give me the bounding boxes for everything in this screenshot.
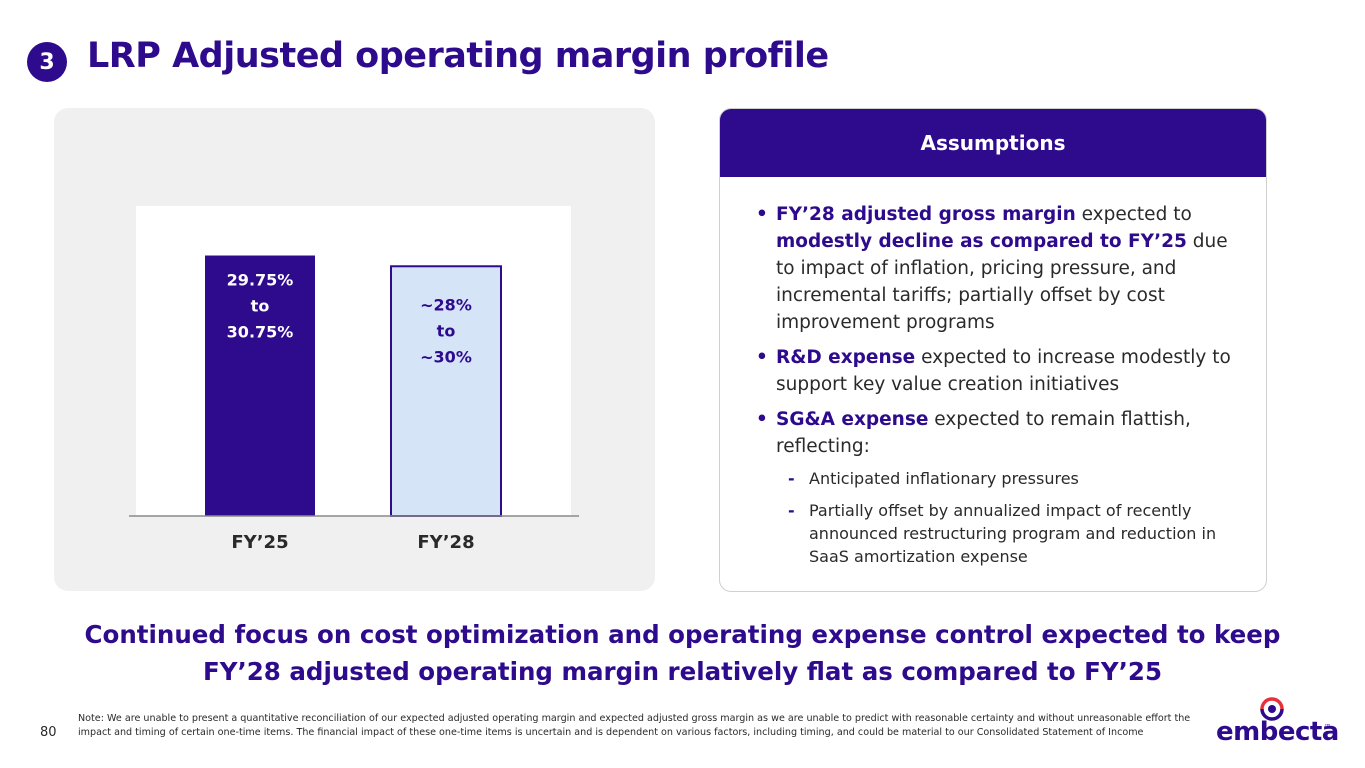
bar-1 [390, 265, 502, 517]
logo-dot [1268, 705, 1276, 713]
assumption-highlight: FY’28 adjusted gross margin [776, 204, 1076, 225]
category-label: FY’25 [231, 532, 288, 553]
conclusion-line-2: FY’28 adjusted operating margin relative… [202, 657, 1163, 686]
logo-ring-bottom [1260, 708, 1284, 721]
assumption-bullet: R&D expense expected to increase modestl… [756, 344, 1236, 398]
page-title: LRP Adjusted operating margin profile [87, 36, 829, 76]
chart-panel: 29.75% to 30.75% FY’25 ~28% to ~30% FY’28 [54, 108, 655, 591]
logo-trademark: ™ [1324, 723, 1331, 731]
logo-wordmark: embecta [1216, 717, 1339, 747]
logo-ring-icon [1260, 697, 1284, 721]
data-label: to [437, 321, 456, 340]
assumptions-card: Assumptions FY’28 adjusted gross margin … [719, 108, 1267, 592]
assumption-text: due to impact of inflation, pricing pres… [776, 231, 1228, 333]
data-label: to [251, 297, 270, 316]
conclusion-line-1: Continued focus on cost optimization and… [84, 620, 1281, 649]
assumption-text: expected to increase modestly to support… [776, 347, 1231, 395]
assumption-highlight: R&D expense [776, 347, 916, 368]
embecta-logo: embecta ™ [1216, 696, 1339, 747]
bar-0 [205, 255, 315, 516]
assumptions-header: Assumptions [720, 109, 1266, 177]
assumption-sub-item: Anticipated inflationary pressures [788, 467, 1236, 490]
assumption-bullet: SG&A expense expected to remain flattish… [756, 406, 1236, 568]
assumption-highlight: SG&A expense [776, 409, 929, 430]
category-label: FY’28 [417, 532, 474, 553]
assumption-sub-item: Partially offset by annualized impact of… [788, 499, 1236, 568]
footnote: Note: We are unable to present a quantit… [78, 713, 1191, 738]
data-label: ~28% [420, 295, 472, 314]
assumption-highlight: modestly decline as compared to FY’25 [776, 231, 1187, 252]
plot-area [136, 206, 571, 516]
assumption-text: expected to [1075, 204, 1192, 225]
bar-chart: 29.75% to 30.75% FY’25 ~28% to ~30% FY’28 [129, 206, 579, 553]
assumption-sub-list: Anticipated inflationary pressures Partia… [776, 467, 1236, 568]
conclusion-statement: Continued focus on cost optimization and… [40, 616, 1325, 690]
page-number: 80 [40, 725, 57, 740]
data-label: ~30% [420, 347, 472, 366]
data-label: 29.75% [227, 271, 294, 290]
step-number-badge: 3 [27, 42, 67, 82]
logo-ring-top [1260, 697, 1284, 710]
data-label: 30.75% [227, 323, 294, 342]
assumptions-list: FY’28 adjusted gross margin expected to … [720, 177, 1266, 568]
assumption-bullet: FY’28 adjusted gross margin expected to … [756, 201, 1236, 336]
assumption-text: expected to remain flattish, reflecting: [776, 409, 1191, 457]
